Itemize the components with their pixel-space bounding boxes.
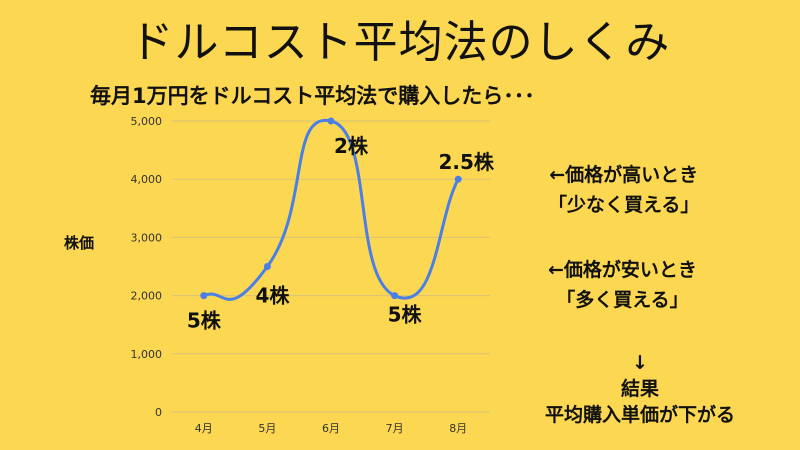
data-label: 2株: [334, 134, 369, 158]
chart-subtitle: 毎月1万円をドルコスト平均法で購入したら･･･: [90, 84, 535, 108]
data-point: [391, 292, 399, 300]
y-tick-label: 2,000: [131, 290, 163, 303]
data-point: [327, 117, 335, 125]
note-low-price: ←価格が安いとき 「多く買える」: [548, 255, 697, 315]
data-label: 4株: [255, 284, 290, 308]
y-tick-labels: 0 1,000 2,000 3,000 4,000 5,000: [131, 115, 163, 419]
x-tick-label: 6月: [322, 422, 340, 435]
result-line1: 結果: [620, 378, 659, 400]
note-high-line2: 「少なく買える」: [548, 194, 700, 216]
data-label: 5株: [388, 303, 423, 327]
x-tick-labels: 4月 5月 6月 7月 8月: [195, 422, 467, 435]
y-tick-label: 0: [155, 406, 162, 419]
y-axis-label: 株価: [64, 234, 95, 252]
x-tick-label: 7月: [386, 422, 404, 435]
x-tick-label: 4月: [195, 422, 213, 435]
result-line2: 平均購入単価が下がる: [544, 404, 735, 426]
data-point: [263, 263, 271, 270]
note-high-price: ←価格が高いとき 「少なく買える」: [548, 160, 699, 220]
note-high-line1: ←価格が高いとき: [549, 164, 699, 186]
y-tick-label: 1,000: [131, 348, 163, 361]
note-low-line1: ←価格が安いとき: [548, 259, 697, 281]
data-label: 2.5株: [438, 150, 494, 174]
data-point: [454, 175, 462, 183]
page-title: ドルコスト平均法のしくみ: [129, 17, 671, 68]
y-tick-label: 4,000: [131, 173, 163, 186]
series-line: [203, 118, 460, 301]
x-tick-label: 8月: [449, 422, 467, 435]
x-tick-label: 5月: [258, 422, 276, 435]
down-arrow-icon: ↓: [632, 352, 648, 374]
y-tick-label: 5,000: [131, 115, 163, 128]
note-low-line2: 「多く買える」: [556, 289, 689, 311]
data-labels: 5株 4株 2株 5株 2.5株: [187, 134, 495, 333]
data-label: 5株: [187, 309, 222, 333]
data-points: [200, 117, 462, 300]
y-tick-label: 3,000: [131, 231, 163, 244]
result-note: ↓ 結果 平均購入単価が下がる: [530, 350, 750, 428]
data-point: [200, 292, 208, 300]
